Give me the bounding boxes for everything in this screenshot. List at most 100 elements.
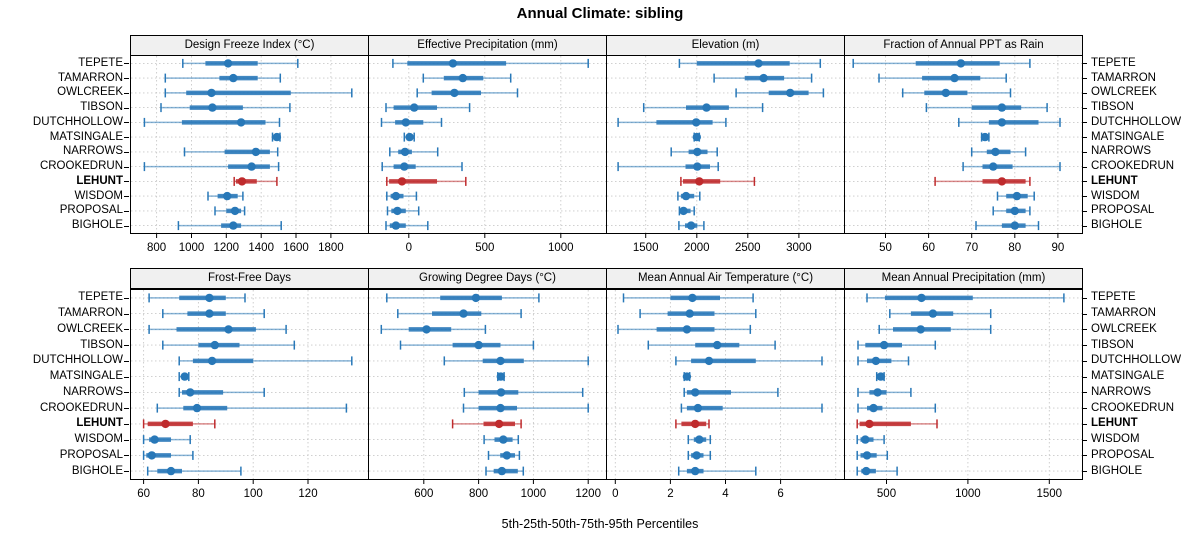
panel-growing-degree-days (368, 289, 607, 480)
y-axis-tick (1082, 345, 1087, 346)
percentile-row-wisdom (677, 191, 701, 201)
percentile-row-owlcreek (164, 88, 353, 98)
figure-caption: 5th-25th-50th-75th-95th Percentiles (501, 517, 699, 531)
x-axis-frost-free-days: 60 80 100 120 (137, 479, 318, 500)
x-axis-mean-annual-air-temperature: 0 2 4 6 (612, 479, 784, 500)
x-tick-label: 1000 (179, 242, 205, 254)
y-axis-tick (124, 455, 129, 456)
percentile-row-wisdom (996, 191, 1035, 201)
site-label-left-matsingale: MATSINGALE (49, 370, 123, 383)
x-axis-design-freeze-index: 800 1000 1200 1400 1600 1800 (147, 233, 344, 254)
x-tick-label: 2 (667, 488, 673, 500)
percentile-row-matsingale (271, 132, 282, 142)
percentile-row-owlcreek (735, 88, 825, 98)
y-axis-tick (1082, 298, 1087, 299)
site-label-left-proposal: PROPOSAL (59, 448, 123, 461)
site-label-left-lehunt: LEHUNT (76, 174, 123, 187)
site-label-left-owlcreek: OWLCREEK (57, 86, 123, 99)
percentile-row-narrows (683, 387, 779, 397)
y-axis-tick (124, 93, 129, 94)
x-tick-label: 2000 (684, 242, 710, 254)
x-tick-label: 6 (777, 488, 783, 500)
site-label-left-crookedrun: CROOKEDRUN (39, 401, 123, 414)
panel-strip-mean-annual-precipitation: Mean Annual Precipitation (mm) (844, 268, 1083, 289)
percentile-row-tamarron (164, 73, 282, 83)
site-label-left-proposal: PROPOSAL (59, 204, 123, 217)
percentile-row-matsingale (980, 132, 990, 142)
percentile-row-crookedrun (156, 403, 348, 413)
site-label-right-owlcreek: OWLCREEK (1091, 86, 1157, 99)
percentile-row-owlcreek (901, 88, 1012, 98)
percentile-row-dutchhollow (958, 117, 1061, 127)
y-axis-tick (1082, 226, 1087, 227)
y-axis-tick (124, 167, 129, 168)
y-axis-tick (1082, 440, 1087, 441)
y-axis-tick (124, 226, 129, 227)
y-axis-tick (124, 196, 129, 197)
percentile-row-proposal (214, 206, 246, 216)
panel-strip-frost-free-days: Frost-Free Days (130, 268, 369, 289)
percentile-row-matsingale (178, 372, 190, 382)
y-axis-tick (1082, 122, 1087, 123)
x-tick-label: 80 (192, 488, 205, 500)
percentile-row-narrows (670, 147, 718, 157)
site-label-left-dutchhollow: DUTCHHOLLOW (32, 354, 123, 367)
percentile-row-dutchhollow (617, 117, 727, 127)
site-label-left-wisdom: WISDOM (74, 433, 123, 446)
x-tick-label: 1400 (248, 242, 274, 254)
y-axis-tick (1082, 93, 1087, 94)
x-tick-label: 0 (612, 488, 618, 500)
percentile-row-proposal (142, 450, 194, 460)
site-label-left-bighole: BIGHOLE (71, 219, 123, 232)
percentile-row-crookedrun (617, 162, 719, 172)
site-label-right-wisdom: WISDOM (1091, 189, 1140, 202)
percentile-row-tamarron (162, 309, 265, 319)
percentile-row-proposal (386, 206, 420, 216)
percentile-row-tibson (925, 103, 1048, 113)
percentile-row-wisdom (483, 435, 520, 445)
x-tick-label: 1200 (214, 242, 240, 254)
y-axis-tick (1082, 137, 1087, 138)
panel-mean-annual-precipitation (844, 289, 1083, 480)
site-label-right-proposal: PROPOSAL (1091, 204, 1155, 217)
percentile-row-tibson (642, 103, 764, 113)
panel-fraction-ppt-as-rain (844, 55, 1083, 234)
site-label-right-tibson: TIBSON (1091, 101, 1134, 114)
x-axis-effective-precipitation: 0 500 1000 (406, 233, 574, 254)
site-label-left-tibson: TIBSON (80, 101, 123, 114)
y-axis-tick (124, 122, 129, 123)
y-axis-tick (1082, 408, 1087, 409)
site-label-right-tepete: TEPETE (1091, 291, 1136, 304)
panel-frost-free-days (130, 289, 369, 480)
x-tick-label: 1000 (548, 242, 574, 254)
percentile-row-matsingale (875, 372, 885, 382)
site-label-right-tamarron: TAMARRON (1091, 71, 1156, 84)
percentile-row-tepete (866, 293, 1065, 303)
site-label-right-dutchhollow: DUTCHHOLLOW (1091, 354, 1182, 367)
y-axis-tick (1082, 108, 1087, 109)
site-label-right-wisdom: WISDOM (1091, 433, 1140, 446)
percentile-row-bighole (385, 221, 429, 231)
y-axis-tick (1082, 361, 1087, 362)
percentile-row-bighole (485, 466, 525, 476)
percentile-row-tamarron (397, 309, 522, 319)
site-label-right-matsingale: MATSINGALE (1091, 130, 1165, 143)
percentile-row-narrows (183, 147, 279, 157)
panel-strip-fraction-ppt-as-rain: Fraction of Annual PPT as Rain (844, 35, 1083, 56)
y-axis-tick (1082, 471, 1087, 472)
y-axis-tick (1082, 392, 1087, 393)
percentile-row-owlcreek (148, 324, 287, 334)
x-tick-label: 500 (475, 242, 494, 254)
site-label-left-tepete: TEPETE (78, 56, 123, 69)
site-label-right-dutchhollow: DUTCHHOLLOW (1091, 115, 1182, 128)
percentile-row-wisdom (386, 191, 418, 201)
x-tick-label: 0 (406, 242, 412, 254)
percentile-row-owlcreek (617, 324, 752, 334)
percentile-row-crookedrun (962, 162, 1061, 172)
y-axis-tick (124, 211, 129, 212)
panel-mean-annual-air-temperature (606, 289, 845, 480)
percentile-row-tamarron (889, 309, 992, 319)
percentile-row-tepete (678, 58, 822, 68)
x-tick-label: 600 (414, 488, 433, 500)
